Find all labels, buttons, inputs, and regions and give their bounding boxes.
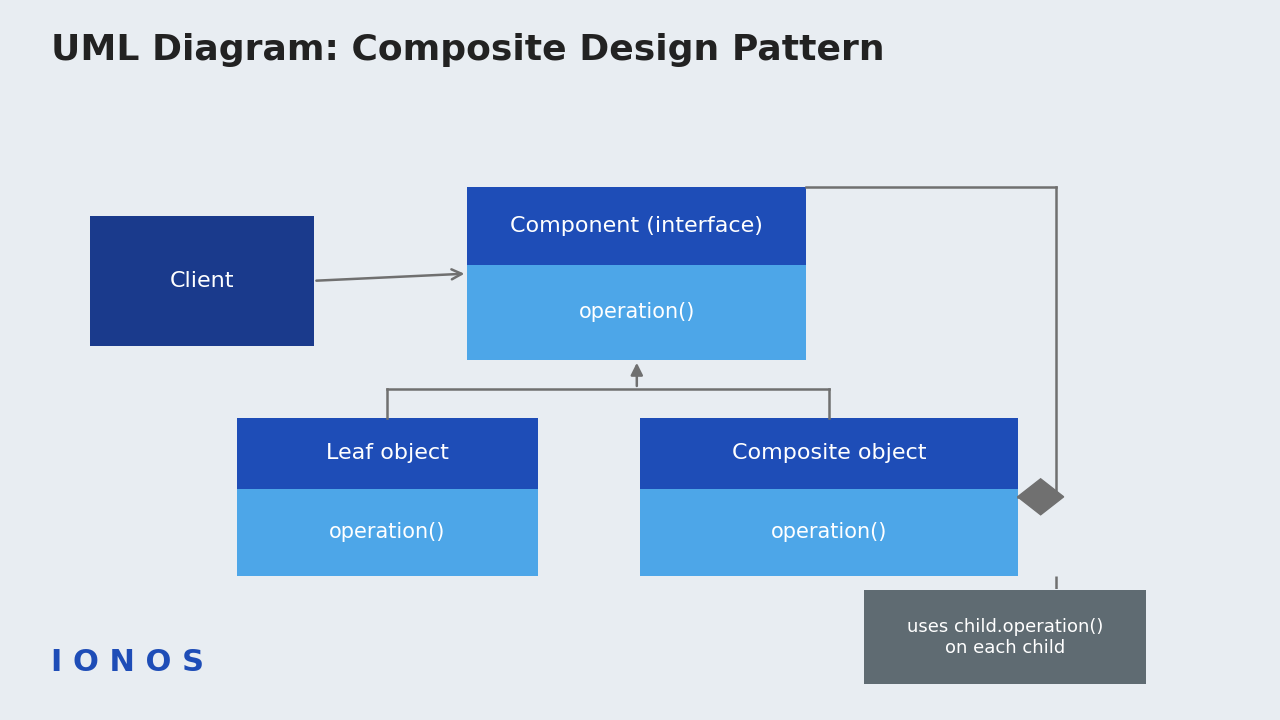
Text: UML Diagram: Composite Design Pattern: UML Diagram: Composite Design Pattern (51, 33, 884, 68)
Bar (467, 187, 806, 265)
Bar (640, 418, 1018, 489)
Polygon shape (1018, 479, 1064, 515)
Text: operation(): operation() (329, 523, 445, 542)
Bar (640, 489, 1018, 576)
Bar (237, 418, 538, 489)
Text: uses child.operation()
on each child: uses child.operation() on each child (906, 618, 1103, 657)
Text: Composite object: Composite object (732, 444, 925, 463)
Bar (90, 216, 314, 346)
Text: operation(): operation() (771, 523, 887, 542)
Bar (467, 265, 806, 360)
Text: Leaf object: Leaf object (326, 444, 448, 463)
Text: I O N O S: I O N O S (51, 648, 205, 677)
Bar (864, 590, 1146, 684)
Bar (237, 489, 538, 576)
Text: Client: Client (169, 271, 234, 291)
Text: Component (interface): Component (interface) (511, 216, 763, 236)
Text: operation(): operation() (579, 302, 695, 323)
